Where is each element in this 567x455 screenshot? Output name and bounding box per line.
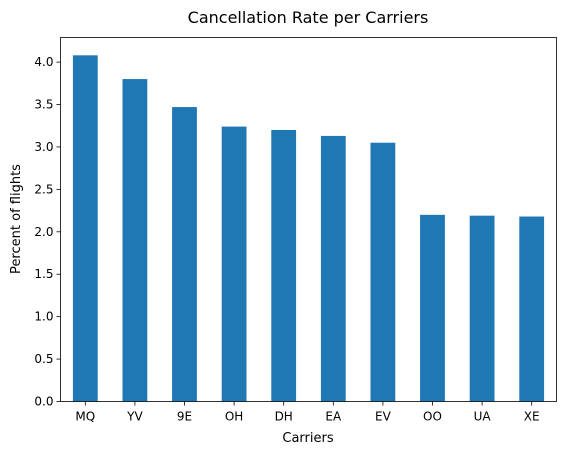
bar-xe — [519, 216, 545, 402]
x-tick-label: EA — [325, 410, 342, 424]
bar-ua — [469, 215, 495, 402]
x-tick-label: DH — [275, 410, 293, 424]
bar-dh — [271, 129, 297, 402]
x-axis-ticks: MQ YV 9E OH DH EA EV OO UA XE — [75, 401, 540, 424]
y-tick-label: 3.0 — [34, 140, 53, 154]
x-tick-label: OO — [423, 410, 442, 424]
bar-oh — [221, 126, 247, 402]
y-tick-label: 0.0 — [34, 395, 53, 409]
chart-title: Cancellation Rate per Carriers — [188, 8, 429, 27]
y-tick-label: 0.5 — [34, 352, 53, 366]
y-tick-label: 3.5 — [34, 98, 53, 112]
x-tick-label: EV — [375, 410, 392, 424]
y-tick-label: 1.0 — [34, 310, 53, 324]
bars-group — [72, 55, 545, 402]
plot-frame — [60, 37, 557, 402]
x-tick-label: 9E — [177, 410, 192, 424]
x-tick-label: YV — [126, 410, 143, 424]
y-tick-label: 2.5 — [34, 182, 53, 196]
x-tick-label: OH — [225, 410, 243, 424]
bar-ea — [320, 135, 346, 402]
bar-oo — [420, 214, 445, 402]
y-axis-label: Percent of flights — [9, 164, 24, 274]
y-tick-label: 4.0 — [34, 55, 53, 69]
bar-ev — [370, 142, 396, 402]
bar-9e — [172, 107, 197, 402]
y-tick-label: 2.0 — [34, 225, 53, 239]
x-tick-label: XE — [524, 410, 540, 424]
x-tick-label: UA — [474, 410, 492, 424]
y-axis-ticks: 0.0 0.5 1.0 1.5 2.0 2.5 3.0 3.5 4.0 — [34, 55, 61, 409]
bar-mq — [72, 55, 98, 402]
y-tick-label: 1.5 — [34, 267, 53, 281]
x-tick-label: MQ — [75, 410, 95, 424]
x-axis-label: Carriers — [282, 431, 333, 446]
bar-yv — [122, 79, 148, 402]
